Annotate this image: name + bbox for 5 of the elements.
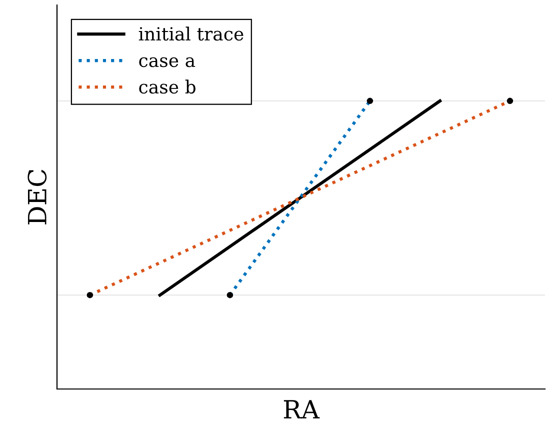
legend-label: case a xyxy=(139,57,196,68)
x-axis-title: RA xyxy=(284,400,320,418)
legend-label: case b xyxy=(139,80,196,94)
y-axis-title: DEC xyxy=(28,170,47,224)
legend-label: initial trace xyxy=(138,26,244,41)
